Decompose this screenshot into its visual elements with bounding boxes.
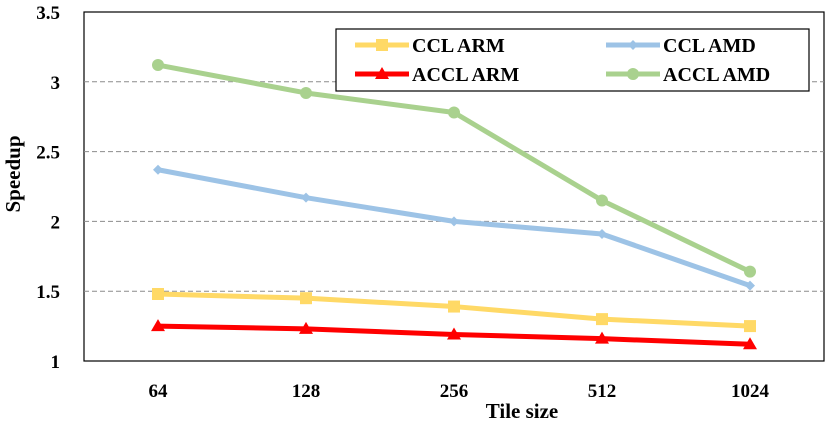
data-point — [300, 87, 312, 99]
y-tick-labels: 1 1.5 2 2.5 3 3.5 — [36, 3, 60, 373]
data-point — [448, 301, 460, 313]
x-tick-label: 512 — [588, 381, 617, 402]
speedup-chart: 1 1.5 2 2.5 3 3.5 64 128 256 512 1024 Tile size S… — [0, 0, 831, 426]
chart-canvas: 1 1.5 2 2.5 3 3.5 64 128 256 512 1024 Tile size S… — [0, 0, 831, 426]
data-point — [744, 266, 756, 278]
y-axis-title: Speedup — [1, 135, 25, 212]
data-point — [300, 292, 312, 304]
x-tick-labels: 64 128 256 512 1024 — [149, 381, 770, 402]
data-point — [448, 107, 460, 119]
data-point — [596, 194, 608, 206]
y-tick-label: 2.5 — [36, 143, 60, 164]
legend-swatch-marker — [627, 68, 639, 80]
data-point — [596, 313, 608, 325]
data-point — [152, 288, 164, 300]
x-tick-label: 128 — [292, 381, 321, 402]
legend-label: ACCL AMD — [663, 64, 770, 86]
legend: CCL ARM CCL AMD ACCL ARM ACCL AMD — [336, 29, 809, 91]
legend-label: CCL AMD — [663, 35, 756, 57]
x-tick-label: 1024 — [731, 381, 770, 402]
x-tick-label: 64 — [149, 381, 169, 402]
y-tick-label: 3 — [51, 73, 61, 94]
data-point — [744, 320, 756, 332]
y-tick-label: 1 — [51, 352, 61, 373]
x-tick-label: 256 — [440, 381, 469, 402]
y-tick-label: 1.5 — [36, 282, 60, 303]
x-axis-title: Tile size — [486, 399, 559, 423]
legend-swatch-marker — [376, 39, 388, 51]
y-tick-label: 2 — [51, 212, 61, 233]
data-point — [152, 59, 164, 71]
y-tick-label: 3.5 — [36, 3, 60, 24]
legend-label: ACCL ARM — [412, 64, 519, 86]
legend-label: CCL ARM — [412, 35, 505, 57]
